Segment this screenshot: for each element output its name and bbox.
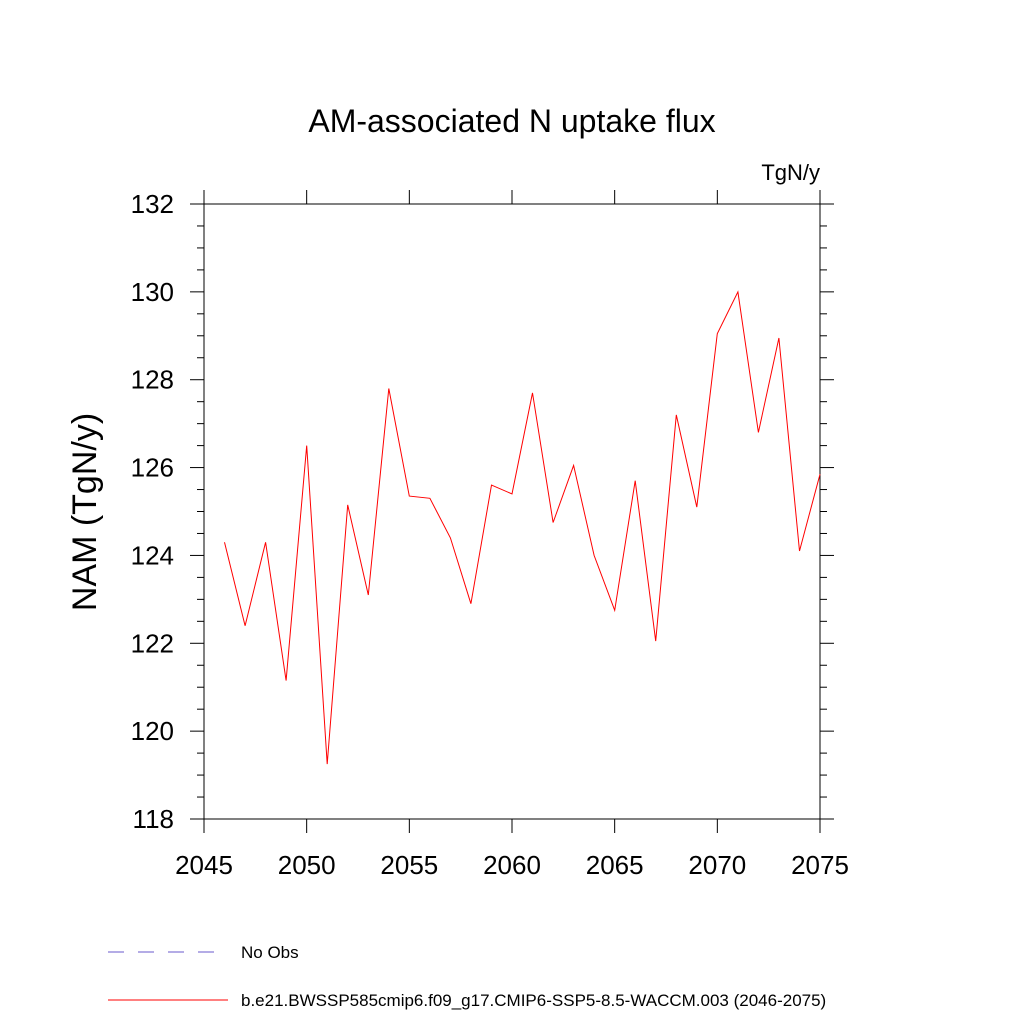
x-tick-label: 2075 (791, 850, 849, 880)
y-axis-label: NAM (TgN/y) (66, 413, 104, 611)
chart-title: AM-associated N uptake flux (308, 103, 715, 139)
axis-ticks (190, 190, 834, 833)
x-tick-label: 2070 (688, 850, 746, 880)
x-tick-label: 2045 (175, 850, 233, 880)
x-tick-label: 2050 (278, 850, 336, 880)
legend-label: b.e21.BWSSP585cmip6.f09_g17.CMIP6-SSP5-8… (241, 991, 826, 1010)
y-tick-label: 122 (131, 628, 174, 658)
y-tick-label: 128 (131, 365, 174, 395)
plot-area (203, 203, 821, 820)
y-tick-label: 124 (131, 540, 174, 570)
x-tick-label: 2065 (586, 850, 644, 880)
series-layer (224, 290, 821, 765)
legend-label: No Obs (241, 943, 299, 962)
axis-tick-labels: 118 120 122 124 126 128 130 132 2045 2050 2055 2060… (131, 189, 849, 880)
y-tick-label: 120 (131, 716, 174, 746)
legend: No Obs b.e21.BWSSP585cmip6.f09_g17.CMIP6-… (108, 943, 826, 1010)
x-tick-label: 2060 (483, 850, 541, 880)
y-tick-label: 118 (133, 804, 174, 834)
y-tick-label: 132 (131, 189, 174, 219)
series-line (224, 290, 821, 765)
y-tick-label: 130 (131, 277, 174, 307)
plot-border (203, 203, 821, 820)
x-tick-label: 2055 (380, 850, 438, 880)
y-tick-label: 126 (131, 453, 174, 483)
units-label: TgN/y (761, 160, 820, 185)
